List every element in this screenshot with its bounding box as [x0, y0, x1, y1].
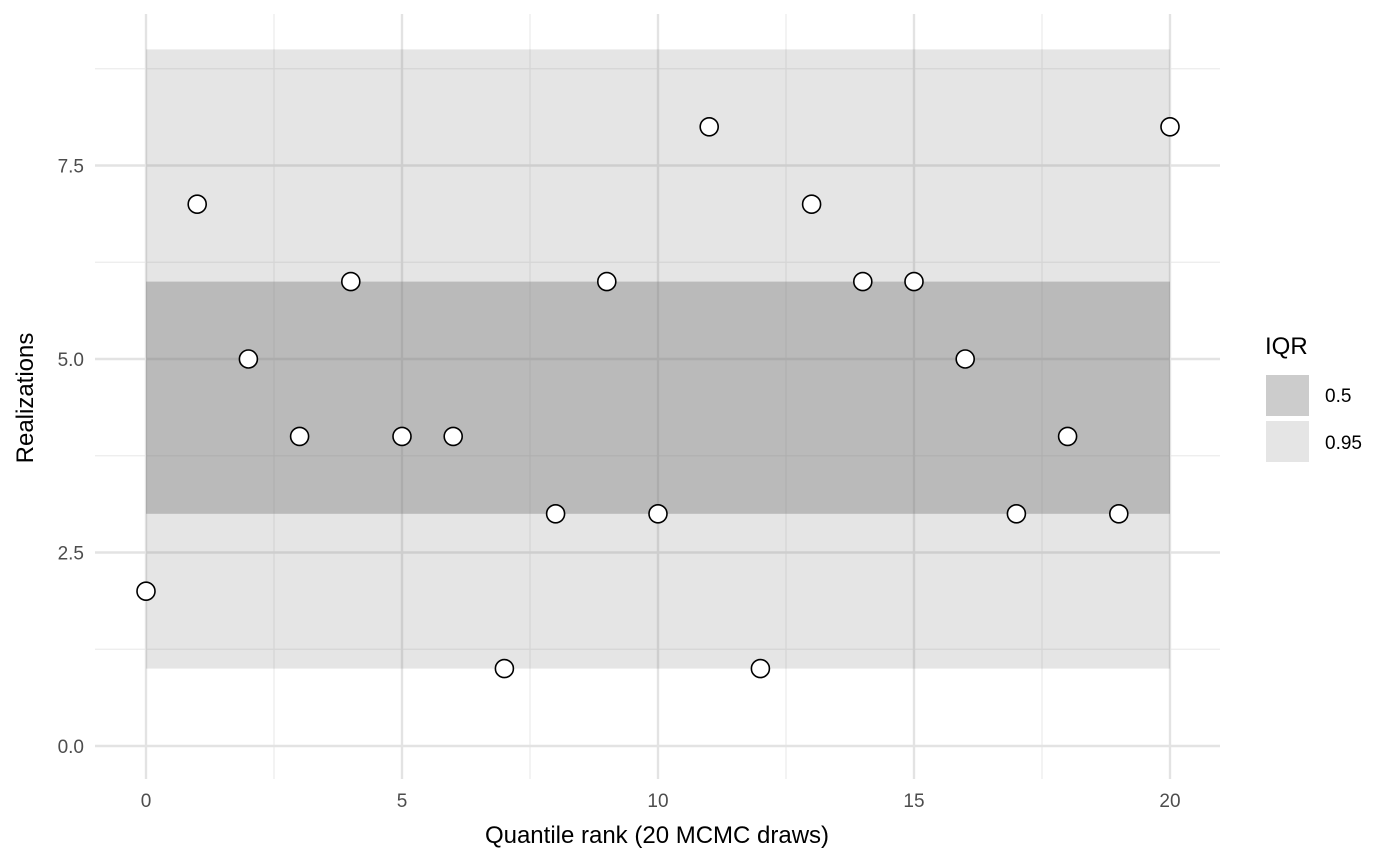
data-point [392, 426, 412, 447]
data-point [494, 658, 515, 679]
data-point [187, 194, 207, 214]
legend-key-0.95 [1266, 421, 1309, 462]
major-gridlines [95, 14, 1220, 779]
data-point [648, 503, 668, 524]
legend-label-0.95: 0.95 [1325, 433, 1362, 454]
data-point [238, 349, 259, 369]
x-tick-label: 0 [141, 791, 152, 812]
y-tick-label: 0.0 [58, 737, 84, 758]
data-point [1006, 503, 1027, 524]
data-point [1057, 426, 1078, 447]
legend: IQR 0.5 0.95 [1265, 333, 1362, 462]
band-0.95 [146, 49, 1170, 669]
data-point [1109, 503, 1129, 524]
data-point [1160, 117, 1180, 137]
legend-key-0.5 [1266, 375, 1309, 416]
data-point [955, 349, 976, 369]
data-point [801, 194, 822, 214]
data-point [443, 426, 464, 447]
data-point [340, 271, 361, 292]
data-point [699, 117, 720, 137]
x-tick-label: 15 [903, 791, 924, 812]
legend-title: IQR [1265, 333, 1308, 360]
y-tick-label: 7.5 [58, 157, 84, 178]
y-tick-label: 2.5 [58, 544, 84, 565]
x-axis-title: Quantile rank (20 MCMC draws) [485, 822, 829, 849]
legend-label-0.5: 0.5 [1325, 386, 1351, 407]
interval-bands [146, 49, 1170, 669]
data-point [904, 271, 924, 292]
x-tick-label: 5 [397, 791, 408, 812]
data-point [852, 271, 873, 292]
data-point [545, 503, 566, 524]
band-0.5 [146, 281, 1170, 514]
data-points [136, 117, 1180, 679]
x-axis-ticks: 0 5 10 15 20 [141, 791, 1181, 812]
data-point [136, 581, 156, 602]
y-tick-label: 5.0 [58, 350, 84, 371]
x-tick-label: 10 [647, 791, 668, 812]
data-point [596, 271, 617, 292]
y-axis-title: Realizations [12, 333, 39, 464]
x-tick-label: 20 [1159, 791, 1180, 812]
data-point [289, 426, 310, 447]
data-point [750, 658, 771, 679]
y-axis-ticks: 0.0 2.5 5.0 7.5 [58, 157, 84, 759]
